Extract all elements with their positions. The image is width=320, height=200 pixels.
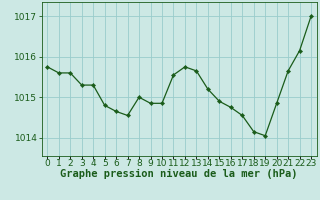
X-axis label: Graphe pression niveau de la mer (hPa): Graphe pression niveau de la mer (hPa): [60, 169, 298, 179]
